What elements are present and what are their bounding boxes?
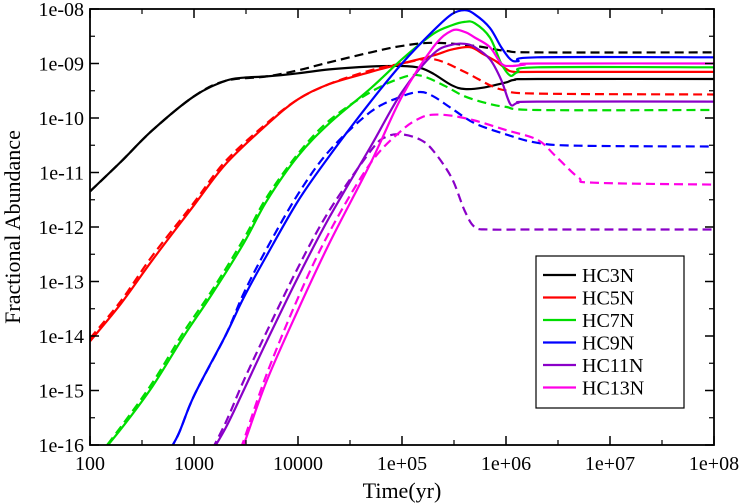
x-tick-label: 1000 [174,453,214,475]
series-line-hc11n-solid [214,42,714,445]
x-tick-label: 1e+05 [377,453,427,475]
y-tick-label: 1e-15 [38,381,84,403]
x-tick-label: 1e+08 [689,453,739,475]
y-tick-label: 1e-14 [38,326,84,348]
legend-label-hc5n: HC5N [582,288,634,310]
series-line-hc3n-dashed [90,41,714,193]
series-line-hc13n-solid [242,28,714,445]
x-axis-title: Time(yr) [363,478,442,503]
legend-label-hc11n: HC11N [582,355,643,377]
y-tick-label: 1e-16 [38,435,84,457]
y-tick-label: 1e-13 [38,272,84,294]
y-tick-label: 1e-08 [38,0,84,21]
legend-box [535,255,685,409]
x-tick-label: 1e+06 [481,453,531,475]
y-tick-label: 1e-10 [38,108,84,130]
y-axis-title: Fractional Abundance [0,130,25,324]
ticks-layer: 100 1000 10000 1e+05 1e+06 1e+07 1e+08 1e-16 1e-… [38,0,739,475]
legend-label-hc3n: HC3N [582,265,634,287]
series-line-hc9n-dashed [171,90,714,445]
x-tick-label: 1e+07 [585,453,635,475]
series-line-hc7n-dashed [105,73,714,445]
x-tick-label: 10000 [273,453,323,475]
series-line-hc13n-dashed [240,113,714,445]
y-tick-label: 1e-11 [39,163,84,185]
legend-label-hc7n: HC7N [582,310,634,332]
x-tick-label: 100 [75,453,105,475]
series-line-hc11n-dashed [213,133,714,445]
series-layer [90,9,714,445]
y-tick-label: 1e-09 [38,54,84,76]
legend-label-hc9n: HC9N [582,333,634,355]
legend-label-hc13n: HC13N [582,378,644,400]
y-tick-label: 1e-12 [38,217,84,239]
series-line-hc7n-solid [106,20,714,445]
